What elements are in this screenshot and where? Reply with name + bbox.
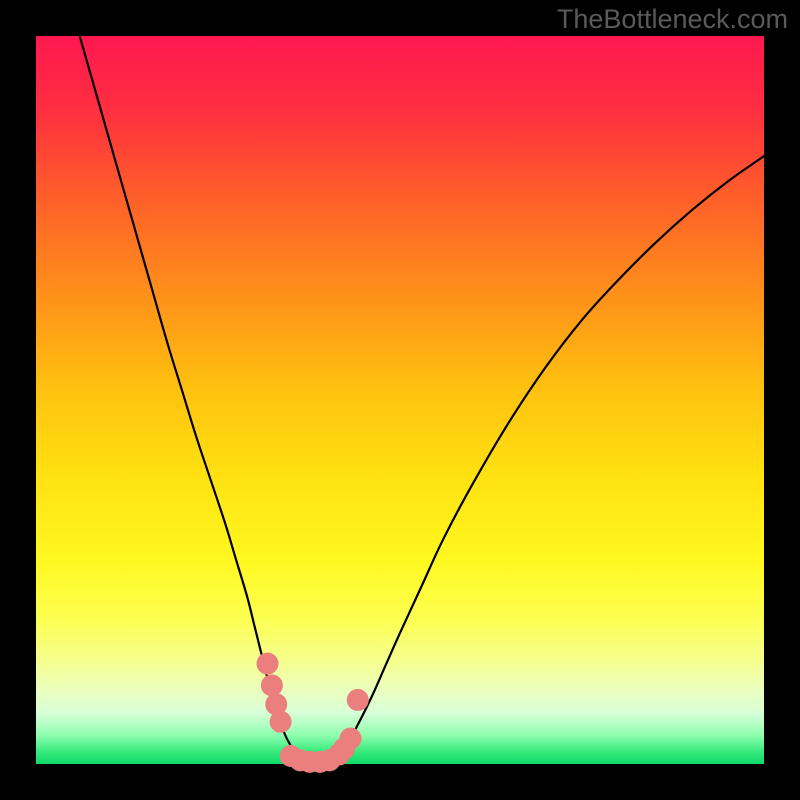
marker-dot — [270, 711, 292, 733]
bottleneck-chart: TheBottleneck.com — [0, 0, 800, 800]
watermark-text: TheBottleneck.com — [557, 4, 788, 35]
marker-dot — [339, 728, 361, 750]
plot-background — [36, 36, 764, 764]
marker-dot — [347, 689, 369, 711]
marker-dot — [257, 653, 279, 675]
marker-dot — [261, 674, 283, 696]
chart-svg — [0, 0, 800, 800]
